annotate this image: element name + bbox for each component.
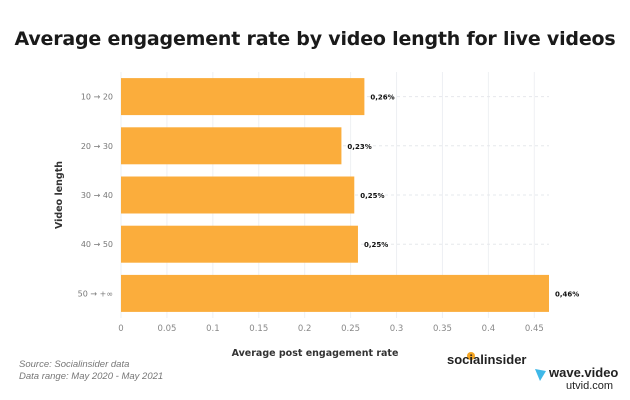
- x-tick-label: 0.4: [482, 324, 496, 334]
- socialinsider-logo: socialinsider: [447, 352, 527, 367]
- x-tick-label: 0.3: [390, 324, 404, 334]
- watermark: utvid.com: [566, 380, 614, 392]
- data-label: 0,25%: [360, 192, 384, 200]
- data-label: 0,46%: [555, 290, 579, 298]
- x-tick-label: 0.1: [206, 324, 220, 334]
- x-tick-label: 0.15: [249, 324, 268, 334]
- data-label: 0,23%: [347, 143, 371, 151]
- wave-video-logo: wave.video: [549, 365, 619, 380]
- y-tick-label: 50 → +∞: [78, 289, 113, 298]
- x-tick-label: 0.05: [157, 324, 176, 334]
- data-label: 0,25%: [364, 241, 388, 249]
- x-tick-label: 0.2: [298, 324, 312, 334]
- bar: [121, 274, 549, 312]
- x-tick-label: 0: [118, 324, 123, 334]
- date-range-note: Data range: May 2020 - May 2021: [19, 371, 164, 382]
- bar: [121, 78, 365, 116]
- y-tick-label: 20 → 30: [81, 142, 113, 151]
- bar: [121, 225, 358, 263]
- x-tick-label: 0.25: [341, 324, 360, 334]
- source-note: Source: Socialinsider data: [19, 359, 130, 370]
- x-tick-label: 0.35: [433, 324, 452, 334]
- y-axis-label: Video length: [54, 161, 65, 229]
- data-label: 0,26%: [370, 94, 394, 102]
- x-axis-label: Average post engagement rate: [232, 348, 399, 359]
- x-tick-label: 0.45: [525, 324, 544, 334]
- y-tick-label: 30 → 40: [81, 191, 113, 200]
- bar: [121, 127, 342, 165]
- chart-title: Average engagement rate by video length …: [14, 28, 616, 50]
- bar: [121, 176, 355, 214]
- y-tick-label: 40 → 50: [81, 240, 113, 249]
- y-tick-label: 10 → 20: [81, 93, 113, 102]
